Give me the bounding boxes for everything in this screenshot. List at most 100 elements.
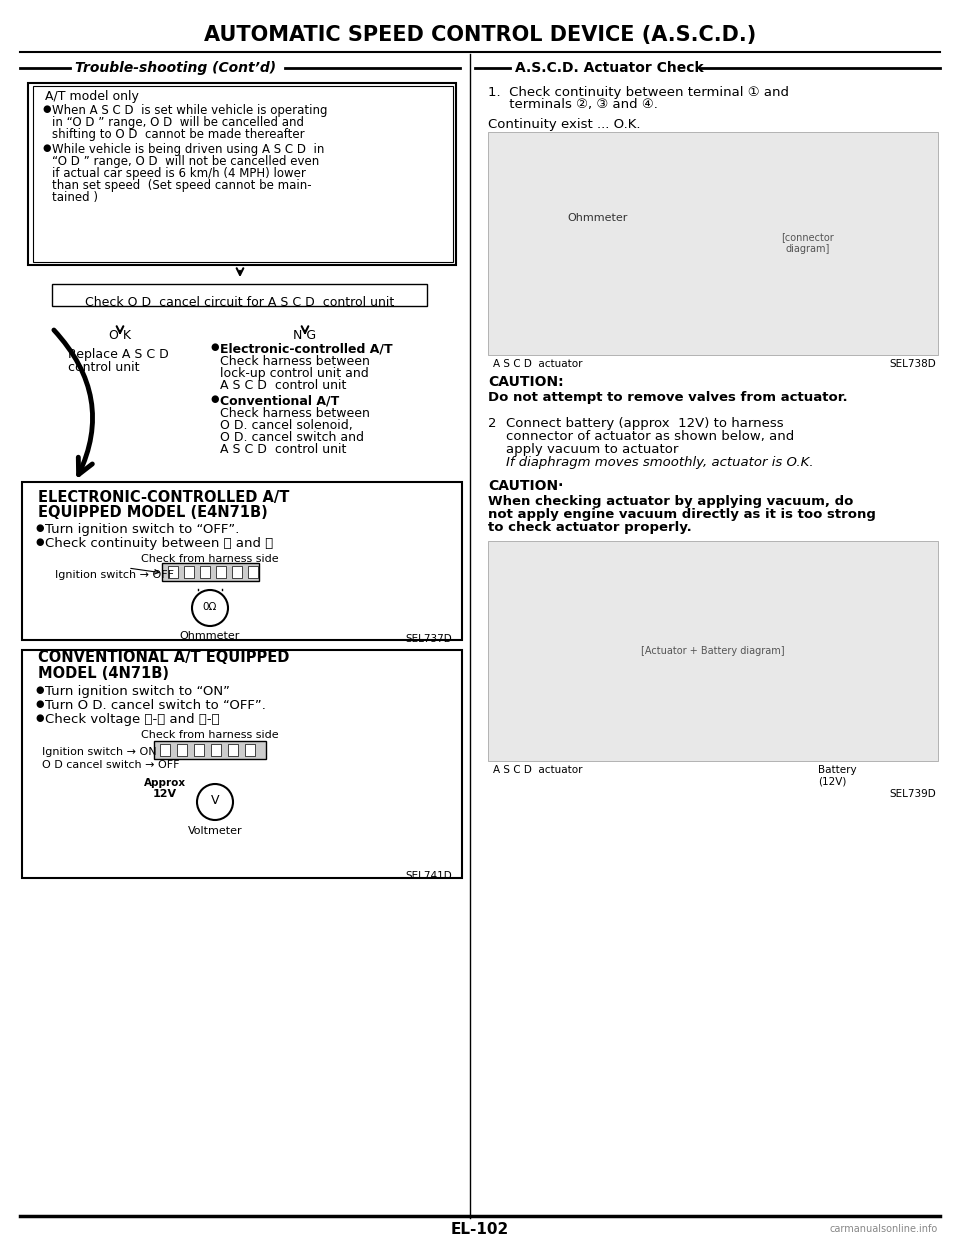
Text: SEL741D: SEL741D [405, 871, 452, 881]
Text: connector of actuator as shown below, and: connector of actuator as shown below, an… [506, 429, 794, 443]
Text: N G: N G [294, 329, 317, 343]
Text: SEL738D: SEL738D [889, 359, 936, 369]
Text: ●: ● [35, 685, 43, 695]
Text: SEL737D: SEL737D [405, 634, 452, 644]
Text: (12V): (12V) [818, 777, 847, 787]
Text: Do not attempt to remove valves from actuator.: Do not attempt to remove valves from act… [488, 391, 848, 405]
FancyBboxPatch shape [228, 745, 238, 756]
Text: ●: ● [42, 143, 51, 153]
Text: O D. cancel solenoid,: O D. cancel solenoid, [220, 419, 352, 432]
FancyBboxPatch shape [28, 83, 456, 266]
Text: Check O D  cancel circuit for A S C D  control unit: Check O D cancel circuit for A S C D con… [85, 297, 395, 309]
Text: Connect battery (approx  12V) to harness: Connect battery (approx 12V) to harness [506, 417, 783, 429]
Text: 12V: 12V [153, 789, 177, 799]
Text: [connector
diagram]: [connector diagram] [781, 232, 834, 254]
FancyBboxPatch shape [194, 745, 204, 756]
Text: Turn ignition switch to “ON”: Turn ignition switch to “ON” [45, 685, 230, 697]
Text: If diaphragm moves smoothly, actuator is O.K.: If diaphragm moves smoothly, actuator is… [506, 455, 814, 469]
Text: Continuity exist ... O.K.: Continuity exist ... O.K. [488, 118, 640, 132]
FancyBboxPatch shape [488, 541, 938, 761]
FancyBboxPatch shape [232, 566, 242, 578]
Text: ●: ● [35, 714, 43, 724]
Text: V: V [211, 794, 219, 808]
Text: Conventional A/T: Conventional A/T [220, 393, 339, 407]
Text: ●: ● [210, 393, 219, 405]
Text: [Actuator + Battery diagram]: [Actuator + Battery diagram] [641, 647, 785, 656]
Text: When A S C D  is set while vehicle is operating: When A S C D is set while vehicle is ope… [52, 104, 327, 117]
Text: Voltmeter: Voltmeter [188, 827, 242, 836]
Text: Check harness between: Check harness between [220, 407, 370, 419]
Text: 0Ω: 0Ω [203, 602, 217, 612]
FancyBboxPatch shape [52, 284, 427, 307]
Text: Check from harness side: Check from harness side [141, 730, 278, 740]
Text: not apply engine vacuum directly as it is too strong: not apply engine vacuum directly as it i… [488, 508, 876, 521]
Text: to check actuator properly.: to check actuator properly. [488, 521, 692, 534]
FancyBboxPatch shape [160, 745, 170, 756]
FancyBboxPatch shape [184, 566, 194, 578]
Text: EL-102: EL-102 [451, 1221, 509, 1236]
Text: Battery: Battery [818, 764, 856, 774]
Text: ●: ● [35, 537, 43, 547]
Text: While vehicle is being driven using A S C D  in: While vehicle is being driven using A S … [52, 143, 324, 156]
FancyBboxPatch shape [200, 566, 210, 578]
Text: A S C D  actuator: A S C D actuator [493, 764, 583, 774]
Text: Turn O D. cancel switch to “OFF”.: Turn O D. cancel switch to “OFF”. [45, 699, 266, 712]
Text: carmanualsonline.info: carmanualsonline.info [829, 1224, 938, 1234]
Text: Check voltage ⓗ-ⓔ and ⓕ-ⓔ: Check voltage ⓗ-ⓔ and ⓕ-ⓔ [45, 714, 220, 726]
Text: A.S.C.D. Actuator Check: A.S.C.D. Actuator Check [515, 61, 704, 74]
Text: O K: O K [109, 329, 131, 343]
Text: Check continuity between ⓗ and ⓔ: Check continuity between ⓗ and ⓔ [45, 537, 274, 550]
Text: ●: ● [35, 699, 43, 709]
FancyBboxPatch shape [216, 566, 226, 578]
Text: control unit: control unit [68, 361, 139, 374]
Text: AUTOMATIC SPEED CONTROL DEVICE (A.S.C.D.): AUTOMATIC SPEED CONTROL DEVICE (A.S.C.D.… [204, 25, 756, 45]
Text: in “O D ” range, O D  will be cancelled and: in “O D ” range, O D will be cancelled a… [52, 115, 304, 129]
Text: ELECTRONIC-CONTROLLED A/T: ELECTRONIC-CONTROLLED A/T [38, 490, 289, 505]
Text: When checking actuator by applying vacuum, do: When checking actuator by applying vacuu… [488, 495, 853, 508]
Text: CAUTION:: CAUTION: [488, 375, 564, 388]
Text: Ohmmeter: Ohmmeter [567, 213, 628, 223]
Text: ●: ● [210, 343, 219, 352]
Text: Ignition switch → OFF: Ignition switch → OFF [55, 570, 174, 580]
Text: A/T model only: A/T model only [45, 91, 139, 103]
FancyBboxPatch shape [245, 745, 255, 756]
Text: if actual car speed is 6 km/h (4 MPH) lower: if actual car speed is 6 km/h (4 MPH) lo… [52, 168, 306, 180]
Text: 1.  Check continuity between terminal ① and: 1. Check continuity between terminal ① a… [488, 86, 789, 99]
FancyBboxPatch shape [162, 563, 259, 581]
FancyBboxPatch shape [33, 86, 453, 262]
FancyBboxPatch shape [248, 566, 258, 578]
Text: Turn ignition switch to “OFF”.: Turn ignition switch to “OFF”. [45, 522, 239, 536]
Text: ●: ● [42, 104, 51, 114]
FancyBboxPatch shape [177, 745, 187, 756]
Text: MODEL (4N71B): MODEL (4N71B) [38, 666, 169, 681]
Text: 2: 2 [488, 417, 496, 429]
Text: Ohmmeter: Ohmmeter [180, 630, 240, 642]
Text: Replace A S C D: Replace A S C D [68, 347, 169, 361]
Text: O D cancel switch → OFF: O D cancel switch → OFF [42, 759, 180, 769]
FancyBboxPatch shape [168, 566, 178, 578]
Text: CAUTION·: CAUTION· [488, 479, 564, 493]
Text: apply vacuum to actuator: apply vacuum to actuator [506, 443, 679, 455]
Text: A S C D  actuator: A S C D actuator [493, 359, 583, 369]
Text: Electronic-controlled A/T: Electronic-controlled A/T [220, 343, 393, 355]
Text: terminals ②, ③ and ④.: terminals ②, ③ and ④. [488, 98, 658, 110]
Text: Check harness between: Check harness between [220, 355, 370, 369]
FancyBboxPatch shape [22, 650, 462, 877]
Text: EQUIPPED MODEL (E4N71B): EQUIPPED MODEL (E4N71B) [38, 505, 268, 520]
Text: than set speed  (Set speed cannot be main-: than set speed (Set speed cannot be main… [52, 179, 312, 192]
FancyBboxPatch shape [22, 482, 462, 640]
Text: “O D ” range, O D  will not be cancelled even: “O D ” range, O D will not be cancelled … [52, 155, 320, 168]
FancyBboxPatch shape [211, 745, 221, 756]
Text: Ignition switch → ON: Ignition switch → ON [42, 747, 156, 757]
Text: A S C D  control unit: A S C D control unit [220, 443, 347, 455]
Text: Trouble-shooting (Cont’d): Trouble-shooting (Cont’d) [75, 61, 276, 74]
Text: A S C D  control unit: A S C D control unit [220, 379, 347, 392]
Text: SEL739D: SEL739D [889, 789, 936, 799]
FancyBboxPatch shape [488, 132, 938, 355]
Text: Approx: Approx [144, 778, 186, 788]
Text: tained ): tained ) [52, 191, 98, 204]
Text: shifting to O D  cannot be made thereafter: shifting to O D cannot be made thereafte… [52, 128, 304, 141]
Text: O D. cancel switch and: O D. cancel switch and [220, 431, 364, 444]
Text: lock-up control unit and: lock-up control unit and [220, 367, 369, 380]
Text: Check from harness side: Check from harness side [141, 553, 278, 563]
